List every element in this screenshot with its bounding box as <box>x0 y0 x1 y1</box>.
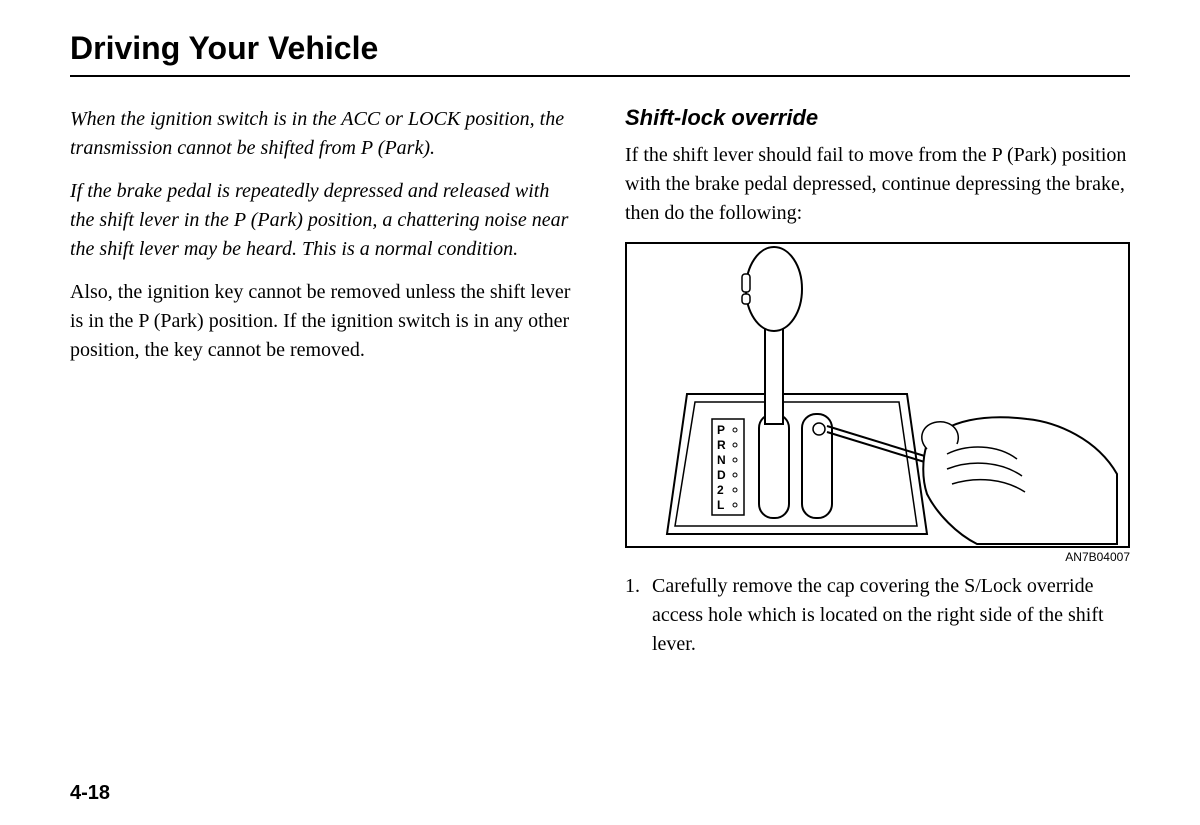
figure-code: AN7B04007 <box>625 550 1130 564</box>
left-italic-p2: If the brake pedal is repeatedly depress… <box>70 177 575 264</box>
content-columns: When the ignition switch is in the ACC o… <box>70 105 1130 659</box>
page-number: 4-18 <box>70 782 110 805</box>
page-title: Driving Your Vehicle <box>70 30 1130 67</box>
shift-lever-figure: P R N D 2 L <box>625 242 1130 548</box>
gear-label-d: D <box>717 468 726 482</box>
left-italic-p1: When the ignition switch is in the ACC o… <box>70 105 575 163</box>
left-body-p3: Also, the ignition key cannot be removed… <box>70 278 575 365</box>
step-1-text: Carefully remove the cap covering the S/… <box>652 572 1130 659</box>
right-column: Shift-lock override If the shift lever s… <box>625 105 1130 659</box>
gear-label-r: R <box>717 438 726 452</box>
shift-lock-subheading: Shift-lock override <box>625 105 1130 131</box>
gear-label-p: P <box>717 423 725 437</box>
right-intro: If the shift lever should fail to move f… <box>625 141 1130 228</box>
gear-label-n: N <box>717 453 726 467</box>
step-1-number: 1. <box>625 572 640 659</box>
step-1: 1. Carefully remove the cap covering the… <box>625 572 1130 659</box>
left-column: When the ignition switch is in the ACC o… <box>70 105 575 659</box>
title-rule <box>70 75 1130 77</box>
gear-label-l: L <box>717 498 724 512</box>
shift-lever-illustration: P R N D 2 L <box>627 244 1132 550</box>
gear-label-2: 2 <box>717 483 724 497</box>
